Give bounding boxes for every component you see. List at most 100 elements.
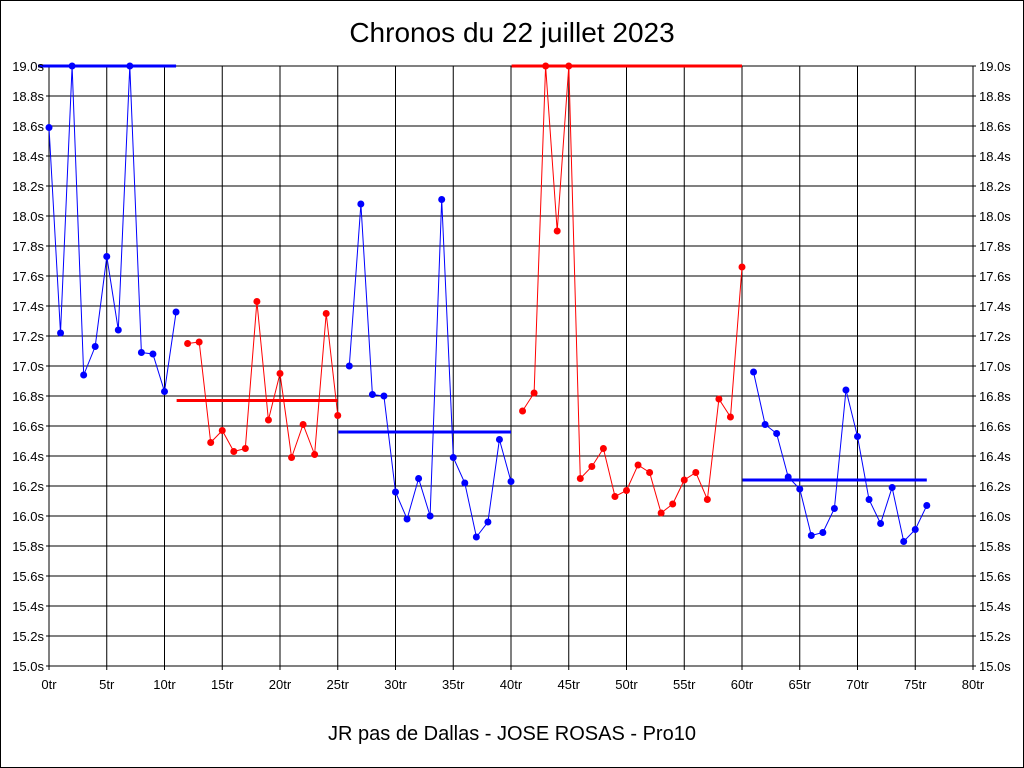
data-point — [623, 487, 630, 494]
data-point — [784, 473, 792, 481]
y-tick-label-right: 18.0s — [979, 209, 1011, 224]
x-tick-label: 75tr — [904, 677, 927, 692]
data-point — [611, 493, 619, 500]
series-line-1 — [48, 65, 177, 392]
y-tick-label-right: 17.6s — [979, 269, 1011, 284]
y-tick-label-left: 18.6s — [12, 119, 44, 134]
y-tick-label-right: 15.8s — [979, 539, 1011, 554]
data-point — [403, 515, 411, 523]
data-point — [819, 529, 827, 536]
data-point — [599, 445, 607, 452]
data-point — [438, 196, 446, 203]
data-point — [715, 395, 723, 403]
data-point — [149, 350, 157, 358]
y-tick-label-right: 16.8s — [979, 389, 1011, 404]
data-point — [299, 421, 307, 428]
x-tick-label: 55tr — [673, 677, 696, 692]
data-point — [923, 502, 931, 509]
data-point — [472, 533, 480, 541]
y-tick-label-left: 17.8s — [12, 239, 44, 254]
data-point — [415, 475, 423, 482]
x-tick-label: 65tr — [789, 677, 812, 692]
data-point — [542, 62, 550, 70]
data-point — [726, 413, 734, 421]
data-point — [45, 124, 53, 131]
data-point — [334, 412, 342, 419]
data-point — [657, 509, 665, 517]
y-tick-label-right: 17.8s — [979, 239, 1011, 254]
data-point — [750, 368, 758, 376]
series-line-4 — [522, 65, 743, 514]
y-tick-label-left: 15.8s — [12, 539, 44, 554]
data-point — [680, 476, 688, 484]
data-point — [264, 416, 272, 424]
data-point — [761, 421, 769, 428]
data-point — [900, 538, 908, 545]
data-point — [392, 488, 399, 496]
y-tick-label-left: 18.2s — [12, 179, 44, 194]
x-tick-label: 40tr — [500, 677, 523, 692]
y-tick-label-right: 18.2s — [979, 179, 1011, 194]
data-point — [553, 227, 561, 235]
chart-subtitle: JR pas de Dallas - JOSE ROSAS - Pro10 — [328, 723, 696, 745]
series-line-5 — [753, 371, 928, 543]
data-point — [345, 362, 353, 370]
data-point — [530, 389, 538, 397]
data-point — [703, 496, 711, 503]
mean-lines — [38, 64, 927, 482]
data-point — [738, 263, 746, 271]
data-point — [507, 478, 515, 485]
data-point — [184, 340, 192, 347]
x-tick-label: 20tr — [269, 677, 292, 692]
y-tick-label-right: 15.6s — [979, 569, 1011, 584]
data-point — [276, 370, 284, 377]
data-point — [519, 407, 527, 415]
data-point — [207, 439, 215, 446]
y-tick-label-left: 16.0s — [12, 509, 44, 524]
data-point — [114, 326, 122, 334]
y-tick-label-left: 15.6s — [12, 569, 44, 584]
data-point — [911, 526, 919, 533]
data-point — [796, 485, 804, 493]
data-point — [807, 532, 815, 539]
x-tick-label: 50tr — [615, 677, 638, 692]
data-point — [80, 371, 88, 379]
data-point — [368, 391, 376, 398]
data-point — [565, 62, 573, 70]
data-point — [357, 200, 365, 208]
data-point — [484, 518, 492, 526]
data-point — [449, 454, 457, 461]
y-tick-label-right: 16.2s — [979, 479, 1011, 494]
data-point — [288, 454, 296, 461]
data-point — [311, 451, 319, 458]
data-point — [137, 349, 145, 356]
data-point — [68, 62, 76, 70]
x-tick-label: 25tr — [327, 677, 350, 692]
data-point — [322, 310, 330, 317]
x-tick-label: 60tr — [731, 677, 754, 692]
y-tick-label-left: 15.2s — [12, 629, 44, 644]
y-tick-label-left: 17.6s — [12, 269, 44, 284]
data-point — [126, 62, 134, 70]
data-point — [634, 461, 642, 469]
y-tick-label-right: 17.0s — [979, 359, 1011, 374]
y-tick-label-right: 18.4s — [979, 149, 1011, 164]
data-point — [888, 484, 896, 491]
data-point — [692, 469, 700, 476]
x-tick-label: 35tr — [442, 677, 465, 692]
y-tick-label-right: 18.8s — [979, 89, 1011, 104]
y-tick-label-right: 16.6s — [979, 419, 1011, 434]
y-tick-label-right: 16.0s — [979, 509, 1011, 524]
y-tick-label-left: 17.0s — [12, 359, 44, 374]
y-tick-label-right: 16.4s — [979, 449, 1011, 464]
series-line-2 — [187, 301, 339, 458]
y-tick-label-left: 15.0s — [12, 659, 44, 674]
y-tick-label-left: 18.4s — [12, 149, 44, 164]
y-tick-label-left: 18.8s — [12, 89, 44, 104]
data-point — [576, 475, 584, 482]
x-tick-label: 45tr — [558, 677, 581, 692]
y-tick-label-right: 15.0s — [979, 659, 1011, 674]
y-tick-label-left: 16.4s — [12, 449, 44, 464]
tick-labels: 0tr 5tr 10tr 15tr 20tr 25tr 30tr 35tr 40tr 45tr 50… — [12, 59, 1011, 692]
